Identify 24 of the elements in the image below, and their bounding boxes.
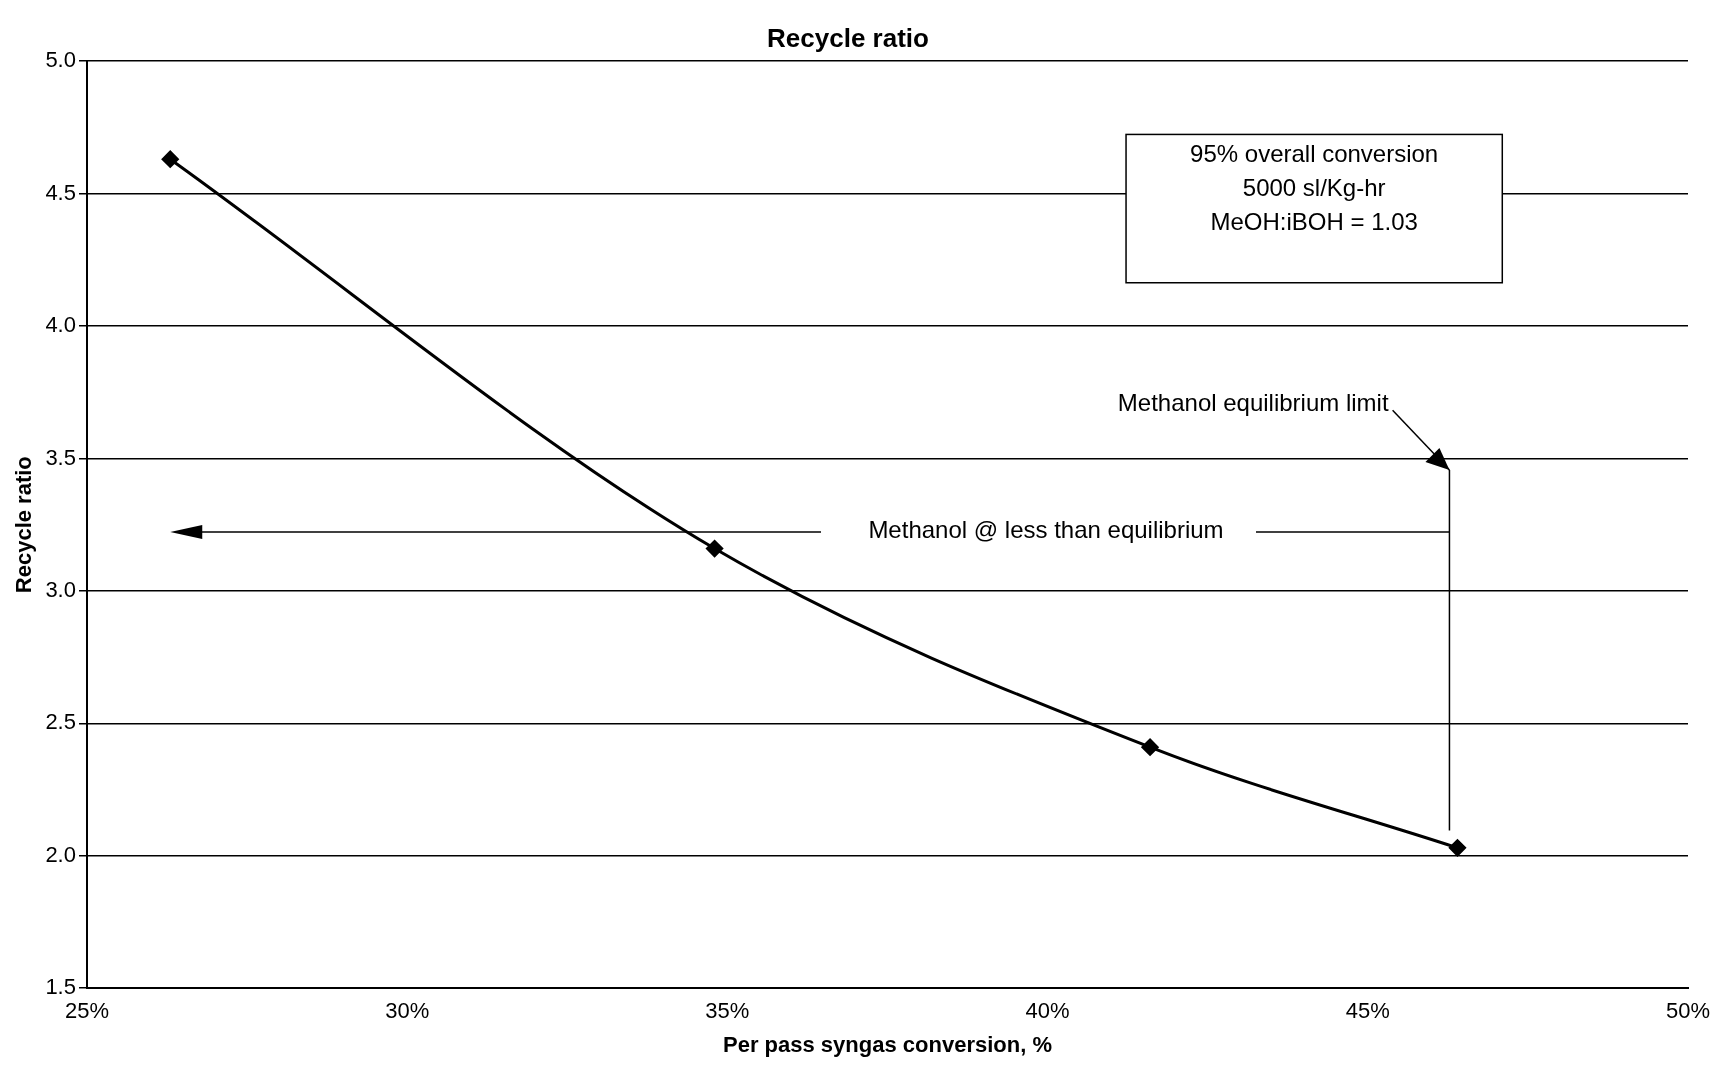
y-tick-label: 4.5 <box>45 179 76 205</box>
x-tick-label: 35% <box>705 998 750 1024</box>
y-tick-label: 4.0 <box>45 312 76 338</box>
x-axis-title: Per pass syngas conversion, % <box>723 1031 1052 1057</box>
y-tick-label: 3.5 <box>45 444 76 470</box>
x-tick-label: 50% <box>1665 998 1711 1024</box>
x-tick-label: 40% <box>1025 998 1070 1024</box>
x-tick-label: 25% <box>64 998 110 1024</box>
y-tick-label: 1.5 <box>45 974 76 1000</box>
chart-title: Recycle ratio <box>767 22 929 53</box>
annotation: Methanol @ less than equilibrium <box>868 516 1224 544</box>
y-axis-title: Recycle ratio <box>11 456 37 594</box>
y-tick-label: 5.0 <box>45 47 76 73</box>
point <box>1141 738 1159 756</box>
x-tick-label: 45% <box>1345 998 1390 1024</box>
point <box>706 540 724 558</box>
point <box>1448 839 1466 857</box>
y-tick-label: 2.0 <box>45 841 76 867</box>
point <box>161 150 179 168</box>
annotation: 95% overall conversion 5000 sl/Kg-hr MeOH:iBOH = 1.03 <box>1190 140 1439 236</box>
y-tick-label: 2.5 <box>45 709 76 735</box>
annotation: Methanol equilibrium limit <box>1117 388 1389 416</box>
x-tick-label: 30% <box>385 998 430 1024</box>
y-tick-label: 3.0 <box>45 576 76 602</box>
